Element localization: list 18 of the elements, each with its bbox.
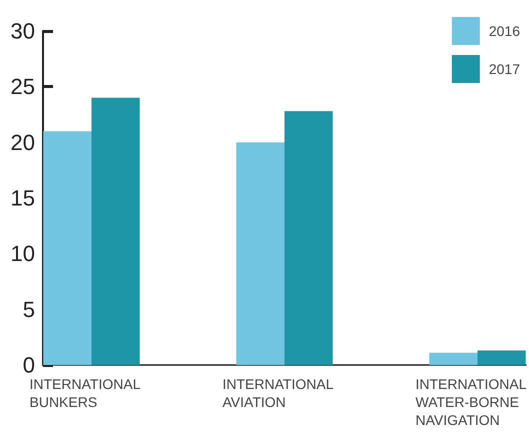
x-tick-label: INTERNATIONAL AVIATION [222,376,334,410]
bar [429,352,478,365]
bar [236,142,284,365]
bar [478,350,526,365]
bar [92,98,140,365]
legend-label: 2017 [488,61,520,77]
y-tick-label: 20 [10,130,35,155]
y-tick-label: 10 [10,241,35,266]
legend-label: 2016 [488,23,520,39]
y-tick-label: 25 [10,74,35,100]
y-tick-label: 30 [10,18,35,44]
bar [284,111,333,365]
y-tick-label: 15 [10,186,35,210]
bar [43,131,92,365]
y-tick-label: 0 [22,352,35,378]
x-tick-label: INTERNATIONAL BUNKERS [30,376,141,410]
x-tick-label: INTERNATIONAL WATER-BORNE NAVIGATION [416,376,527,428]
y-tick-label: 5 [22,296,35,322]
